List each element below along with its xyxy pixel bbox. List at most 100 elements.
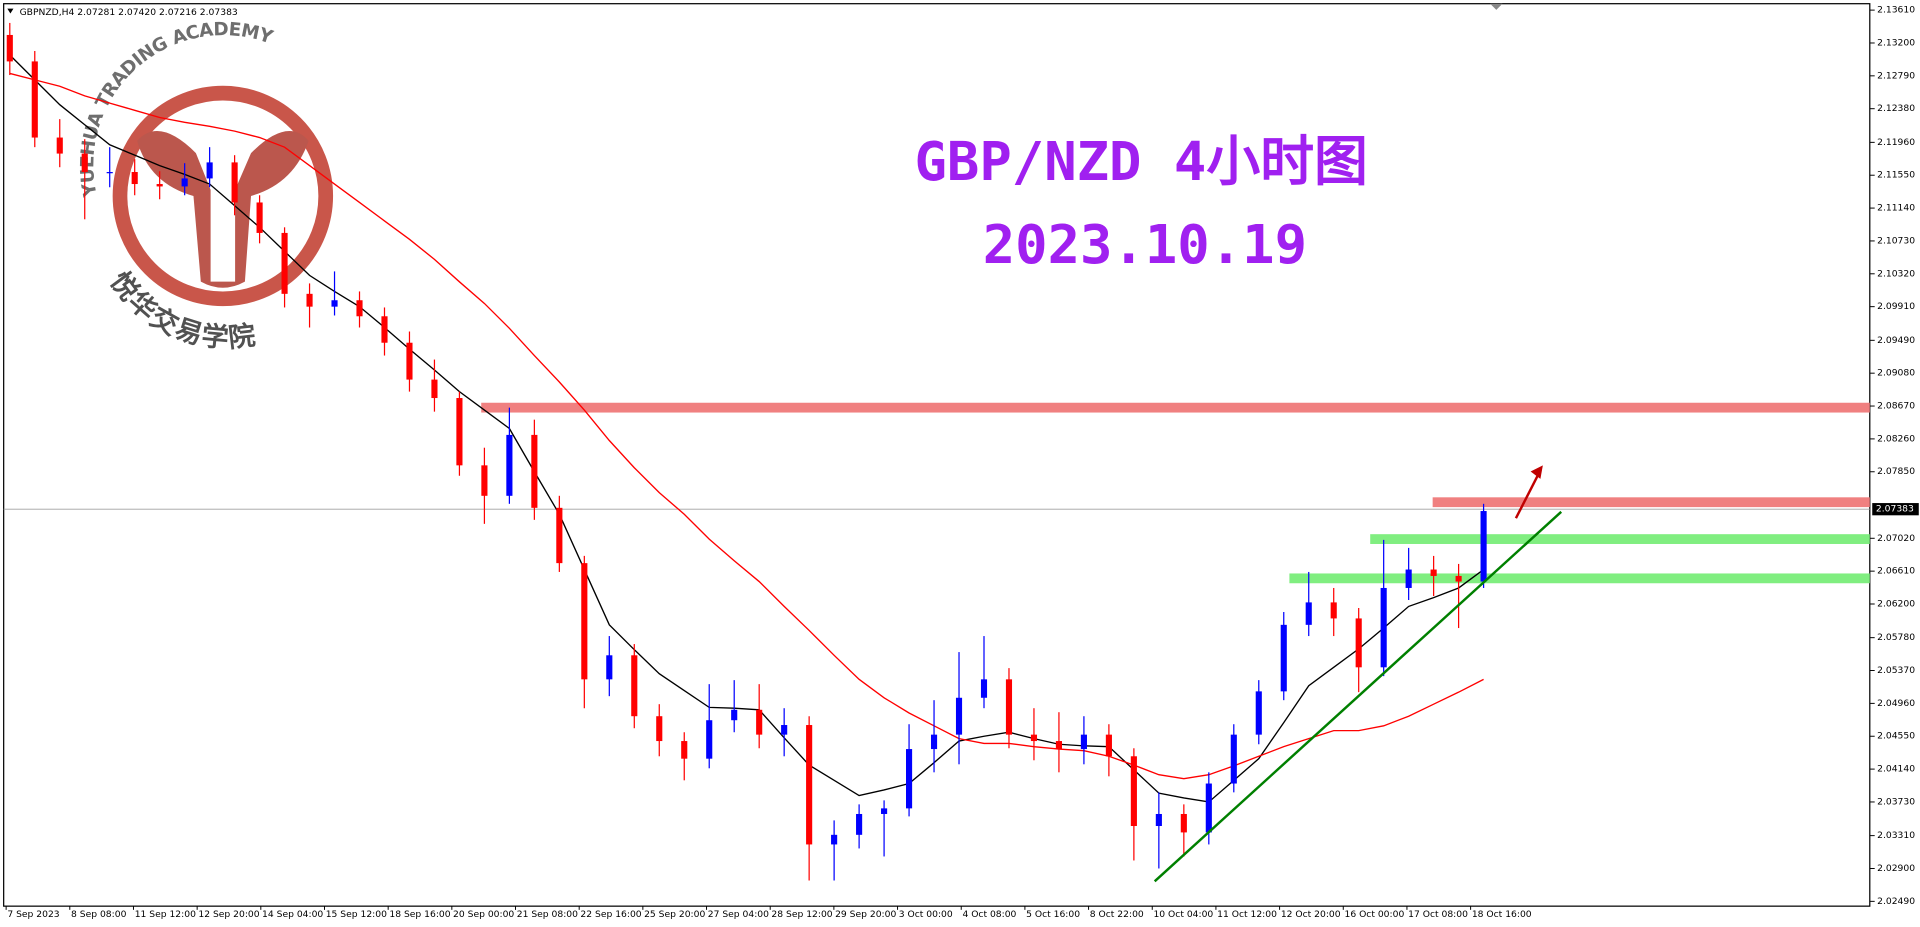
x-tick-label: 15 Sep 12:00 <box>326 909 387 920</box>
x-tick-label: 22 Sep 16:00 <box>580 909 641 920</box>
candle-body <box>1205 783 1212 833</box>
y-tick-label: 2.05780 <box>1877 632 1915 643</box>
candle-body <box>81 153 88 173</box>
candle-body <box>706 720 713 759</box>
candle-body <box>1380 587 1387 668</box>
x-tick-label: 10 Oct 04:00 <box>1153 909 1213 920</box>
y-tick-label: 2.05370 <box>1877 665 1915 676</box>
candle-body <box>556 507 563 564</box>
x-tick-label: 17 Oct 08:00 <box>1408 909 1468 920</box>
y-tick-label: 2.13200 <box>1877 37 1915 48</box>
candle-body <box>1355 618 1362 668</box>
candle-body <box>306 293 313 307</box>
candle-body <box>181 178 188 187</box>
arrow-head <box>1530 465 1543 479</box>
y-tick-label: 2.11140 <box>1877 203 1915 214</box>
candle-body <box>456 398 463 466</box>
candle-body <box>1230 734 1237 784</box>
chart-title: GBP/NZD 4小时图 <box>915 130 1368 193</box>
moving-average <box>9 72 1484 780</box>
x-tick-label: 4 Oct 08:00 <box>962 909 1016 920</box>
level-zone <box>1289 573 1870 584</box>
candle-body <box>231 162 238 203</box>
candle-body <box>31 61 38 138</box>
candle-body <box>331 300 338 307</box>
candle-body <box>6 34 13 62</box>
x-tick-label: 7 Sep 2023 <box>7 909 59 920</box>
candle-body <box>1155 813 1162 827</box>
candle-body <box>806 725 813 845</box>
candle-body <box>1030 734 1038 742</box>
y-tick-label: 2.07020 <box>1877 533 1915 544</box>
x-tick-label: 18 Oct 16:00 <box>1472 909 1532 920</box>
candle-body <box>1130 756 1137 827</box>
candle-body <box>980 679 988 698</box>
y-tick-label: 2.04550 <box>1877 731 1915 742</box>
y-tick-label: 2.04960 <box>1877 698 1915 709</box>
y-tick-label: 2.04140 <box>1877 764 1915 775</box>
level-zone <box>1432 497 1870 508</box>
candle-body <box>681 741 688 759</box>
y-tick-label: 2.03310 <box>1877 830 1915 841</box>
y-tick-label: 2.12380 <box>1877 103 1915 114</box>
candle-body <box>631 655 638 717</box>
x-tick-label: 8 Sep 08:00 <box>71 909 127 920</box>
y-tick-label: 2.10320 <box>1877 268 1915 279</box>
candle-body <box>656 716 663 742</box>
level-zone <box>481 402 1870 413</box>
y-tick-label: 2.10730 <box>1877 235 1915 246</box>
y-tick-label: 2.09910 <box>1877 301 1915 312</box>
candle-body <box>881 808 888 814</box>
candle-body <box>1055 741 1062 750</box>
y-tick-label: 2.03730 <box>1877 796 1915 807</box>
candle-body <box>56 137 63 154</box>
y-tick-label: 2.12790 <box>1877 70 1915 81</box>
x-tick-label: 14 Sep 04:00 <box>262 909 323 920</box>
x-tick-label: 20 Sep 00:00 <box>453 909 514 920</box>
candle-body <box>1455 575 1462 582</box>
candle-body <box>1405 569 1412 588</box>
candle-body <box>955 697 963 735</box>
candle-body <box>431 379 438 399</box>
candle-body <box>206 162 213 179</box>
header-arrow <box>7 8 14 14</box>
x-tick-label: 18 Sep 16:00 <box>389 909 450 920</box>
y-tick-label: 2.08670 <box>1877 401 1915 412</box>
level-zone <box>1370 534 1870 544</box>
x-tick-label: 11 Oct 12:00 <box>1217 909 1277 920</box>
candle-body <box>930 734 938 750</box>
last-price-label: 2.07383 <box>1876 504 1914 515</box>
candle-body <box>856 813 863 835</box>
x-tick-label: 12 Sep 20:00 <box>198 909 259 920</box>
candle-body <box>831 834 838 845</box>
candle-body <box>1080 734 1087 750</box>
y-tick-label: 2.06200 <box>1877 599 1915 610</box>
y-tick-label: 2.06610 <box>1877 566 1915 577</box>
candle-body <box>406 342 413 380</box>
scroll-marker <box>1490 3 1503 10</box>
y-tick-label: 2.11960 <box>1877 137 1915 148</box>
chart-subtitle: 2023.10.19 <box>983 213 1307 276</box>
candle-body <box>1430 569 1437 576</box>
x-tick-label: 8 Oct 22:00 <box>1090 909 1144 920</box>
candle-body <box>356 300 363 317</box>
candle-body <box>606 655 613 680</box>
x-tick-label: 11 Sep 12:00 <box>135 909 196 920</box>
candle-body <box>531 434 538 508</box>
arrow-shaft <box>1514 472 1541 519</box>
x-tick-label: 12 Oct 20:00 <box>1281 909 1341 920</box>
candle-body <box>131 172 138 185</box>
candle-body <box>281 232 288 294</box>
moving-average <box>9 54 1484 803</box>
candle-body <box>1255 691 1262 735</box>
header: GBPNZD,H4 2.07281 2.07420 2.07216 2.0738… <box>20 7 238 18</box>
candle-body <box>756 709 763 735</box>
x-tick-label: 28 Sep 12:00 <box>771 909 832 920</box>
candle-body <box>381 316 388 343</box>
trendline <box>1153 510 1563 883</box>
x-tick-label: 29 Sep 20:00 <box>835 909 896 920</box>
x-tick-label: 27 Sep 04:00 <box>708 909 769 920</box>
x-tick-label: 3 Oct 00:00 <box>899 909 953 920</box>
y-tick-label: 2.09080 <box>1877 368 1915 379</box>
